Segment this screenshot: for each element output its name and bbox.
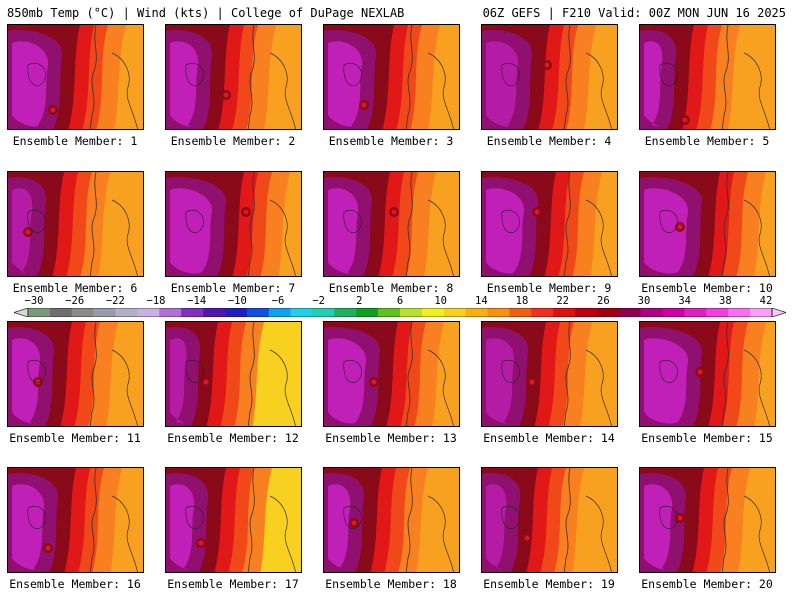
colorbar-segment: [706, 308, 729, 317]
colorbar-segment: [159, 308, 182, 317]
ensemble-member-map: [165, 24, 302, 130]
ensemble-member-map: [481, 171, 618, 277]
ensemble-member-map: [639, 171, 776, 277]
ensemble-member-map: [639, 321, 776, 427]
ensemble-member-label: Ensemble Member: 18: [325, 577, 457, 591]
ensemble-member-label: Ensemble Member: 9: [486, 281, 612, 295]
colorbar-segment: [465, 308, 488, 317]
colorbar-tick-label: 2: [356, 295, 363, 307]
colorbar-segment: [750, 308, 773, 317]
colorbar-tick-label: −14: [187, 295, 207, 307]
colorbar-segment: [728, 308, 751, 317]
ensemble-member-label: Ensemble Member: 13: [325, 431, 457, 445]
colorbar-segment: [203, 308, 226, 317]
colorbar-tick-label: 42: [759, 295, 773, 307]
ensemble-member-map: [7, 321, 144, 427]
colorbar-tick-label: −26: [65, 295, 85, 307]
colorbar-tick-label: −6: [271, 295, 285, 307]
ensemble-member-label: Ensemble Member: 15: [641, 431, 773, 445]
ensemble-member-label: Ensemble Member: 11: [9, 431, 141, 445]
colorbar-segment: [356, 308, 379, 317]
colorbar-segment: [553, 308, 576, 317]
ensemble-member-map: [323, 467, 460, 573]
ensemble-member-label: Ensemble Member: 10: [641, 281, 773, 295]
colorbar-segment: [443, 308, 466, 317]
colorbar-segment: [531, 308, 554, 317]
colorbar-tick-label: 18: [515, 295, 529, 307]
temperature-colorbar: −30 −26 −22 −18 −14 −10 −6 −2 2 6 10 14 18 22 26 30 34 38…: [14, 295, 786, 319]
ensemble-member-label: Ensemble Member: 2: [170, 134, 296, 148]
colorbar-segment: [290, 308, 313, 317]
ensemble-member-label: Ensemble Member: 19: [483, 577, 615, 591]
colorbar-segment: [421, 308, 445, 317]
colorbar-segment: [334, 308, 357, 317]
colorbar-segment: [224, 308, 248, 317]
colorbar-scale: [14, 308, 786, 317]
colorbar-segment: [378, 308, 401, 317]
ensemble-member-label: Ensemble Member: 1: [12, 134, 138, 148]
colorbar-segment: [640, 308, 663, 317]
colorbar-tick-label: −2: [312, 295, 325, 307]
ensemble-member-map: [323, 321, 460, 427]
ensemble-member-map: [639, 467, 776, 573]
ensemble-member-map: [7, 467, 144, 573]
colorbar-segment: [268, 308, 291, 317]
colorbar-segment: [509, 308, 532, 317]
colorbar-segment: [575, 308, 598, 317]
ensemble-member-label: Ensemble Member: 4: [486, 134, 612, 148]
colorbar-segment: [137, 308, 160, 317]
colorbar-segment: [662, 308, 685, 317]
colorbar-segment: [71, 308, 94, 317]
ensemble-member-map: [639, 24, 776, 130]
colorbar-segment: [246, 308, 270, 317]
colorbar-segment: [49, 308, 73, 317]
run-valid-time: 06Z GEFS | F210 Valid: 00Z MON JUN 16 20…: [482, 6, 786, 20]
colorbar-tick-label: 34: [678, 295, 691, 307]
colorbar-segment: [181, 308, 204, 317]
ensemble-member-map: [323, 171, 460, 277]
ensemble-member-map: [481, 467, 618, 573]
colorbar-tick-label: −18: [146, 295, 166, 307]
colorbar-segment: [312, 308, 335, 317]
ensemble-member-map: [323, 24, 460, 130]
colorbar-tick-label: 6: [396, 295, 404, 307]
ensemble-member-map: [165, 171, 302, 277]
colorbar-tick-label: −22: [105, 295, 125, 307]
colorbar-segment: [684, 308, 707, 317]
colorbar-segment: [596, 308, 620, 317]
ensemble-member-label: Ensemble Member: 6: [12, 281, 138, 295]
colorbar-segment: [93, 308, 116, 317]
ensemble-member-label: Ensemble Member: 12: [167, 431, 299, 445]
colorbar-tick-label: 10: [434, 295, 447, 307]
ensemble-member-label: Ensemble Member: 3: [328, 134, 454, 148]
colorbar-tick-label: 30: [637, 295, 651, 307]
ensemble-member-map: [7, 24, 144, 130]
ensemble-member-map: [7, 171, 144, 277]
colorbar-tick-label: 14: [475, 295, 488, 307]
colorbar-tick-label: 26: [597, 295, 610, 307]
ensemble-member-label: Ensemble Member: 16: [9, 577, 141, 591]
map-title: 850mb Temp (°C) | Wind (kts) | College o…: [7, 6, 405, 20]
ensemble-member-map: [481, 321, 618, 427]
ensemble-member-label: Ensemble Member: 7: [170, 281, 296, 295]
ensemble-member-map: [165, 321, 302, 427]
colorbar-segment: [618, 308, 642, 317]
colorbar-segment: [487, 308, 510, 317]
ensemble-member-map: [165, 467, 302, 573]
colorbar-segment: [28, 308, 51, 317]
colorbar-tick-label: 22: [556, 295, 569, 307]
colorbar-tick-label: 38: [719, 295, 732, 307]
ensemble-member-label: Ensemble Member: 17: [167, 577, 299, 591]
colorbar-segment: [400, 308, 423, 317]
colorbar-segment: [115, 308, 138, 317]
ensemble-member-map: [481, 24, 618, 130]
colorbar-tick-label: −10: [227, 295, 247, 307]
ensemble-member-label: Ensemble Member: 20: [641, 577, 773, 591]
colorbar-tick-label: −30: [24, 295, 44, 307]
ensemble-member-label: Ensemble Member: 5: [644, 134, 770, 148]
ensemble-member-label: Ensemble Member: 14: [483, 431, 615, 445]
ensemble-member-label: Ensemble Member: 8: [328, 281, 454, 295]
